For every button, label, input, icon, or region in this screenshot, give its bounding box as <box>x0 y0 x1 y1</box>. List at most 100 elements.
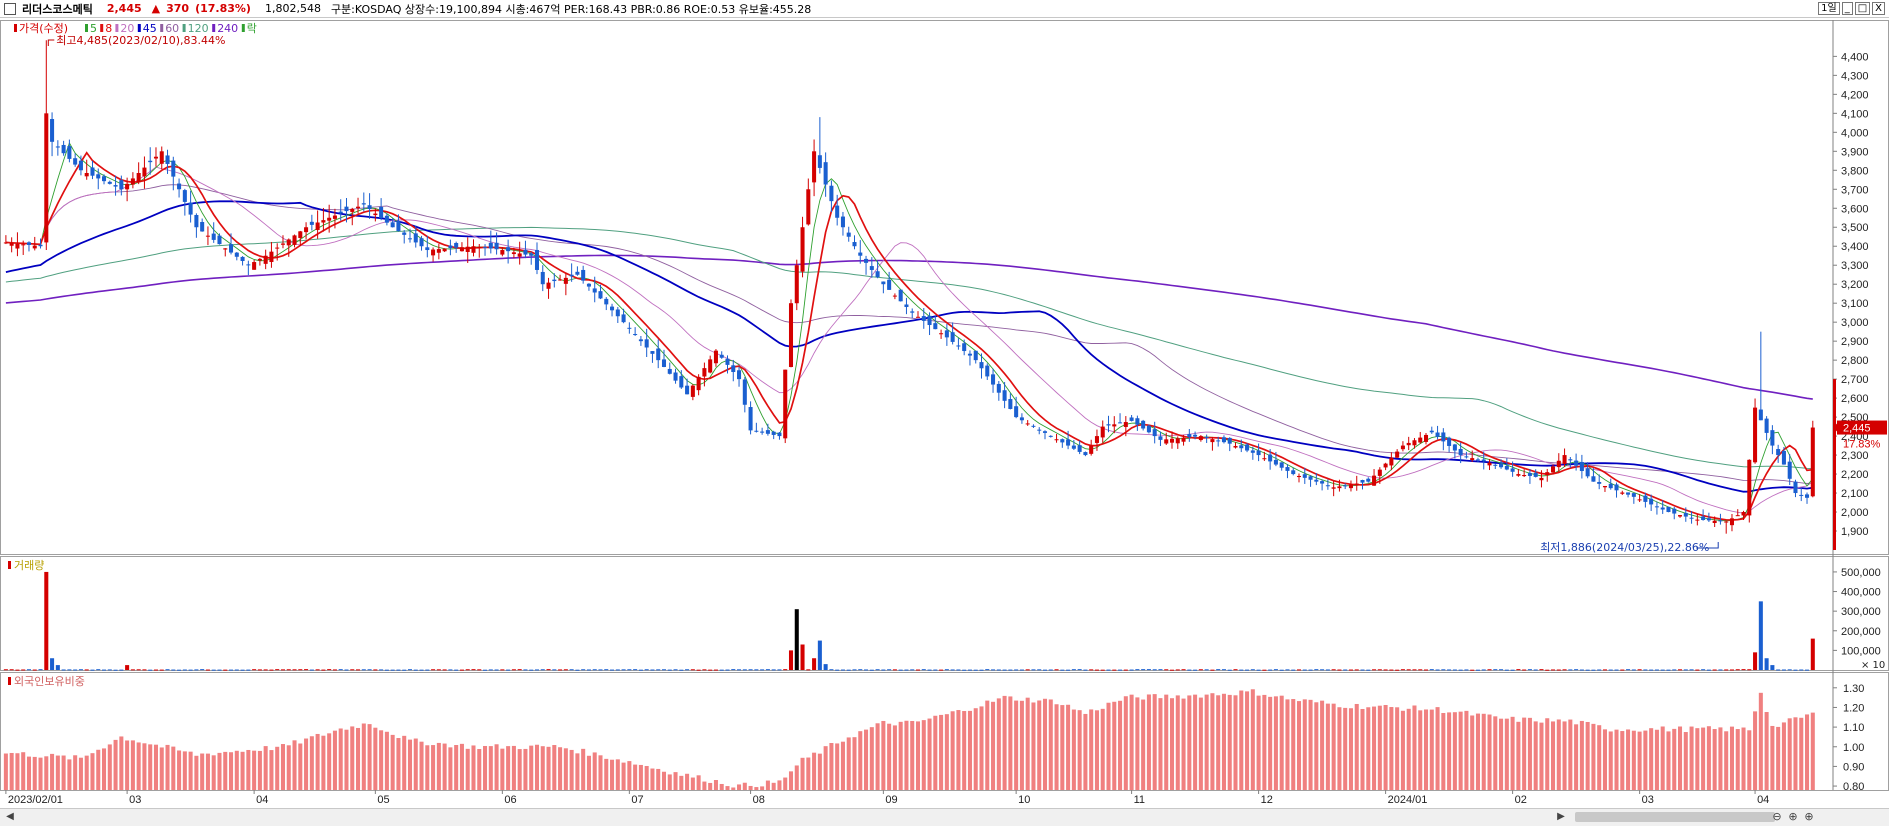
foreign-bar <box>1660 726 1665 790</box>
zoom-in-icon[interactable]: ⊕ <box>1788 810 1798 823</box>
candle-body <box>1216 440 1221 442</box>
candle-body <box>1302 474 1307 478</box>
foreign-bar <box>1712 729 1717 790</box>
volume-bar <box>713 669 718 671</box>
volume-bar <box>1245 669 1250 671</box>
ma5-line <box>5 141 1814 522</box>
volume-bar <box>592 669 597 671</box>
volume-bar <box>90 669 95 671</box>
volume-bar <box>1799 669 1804 671</box>
foreign-bar <box>1366 707 1371 790</box>
candle-body <box>240 256 245 261</box>
candle-body <box>1637 499 1642 501</box>
candle-body <box>1366 478 1371 482</box>
foreign-bar <box>275 746 280 790</box>
x-tick-label: 04 <box>1757 794 1769 806</box>
foreign-bar <box>806 757 811 790</box>
volume-bar <box>1083 669 1088 671</box>
volume-bar <box>1706 669 1711 671</box>
foreign-bar <box>32 756 37 790</box>
foreign-bar <box>1516 721 1521 790</box>
candle-body <box>1389 457 1394 466</box>
scroll-thumb[interactable] <box>1575 812 1775 822</box>
volume-bar <box>1729 669 1734 671</box>
volume-bar <box>407 669 413 671</box>
foreign-bar <box>332 730 337 790</box>
candle-body <box>1031 425 1036 427</box>
foreign-bar <box>356 727 361 790</box>
foreign-bar <box>1787 718 1792 790</box>
foreign-bar <box>1146 694 1151 790</box>
high-arrow-icon <box>47 39 55 46</box>
volume-bar <box>465 669 470 671</box>
legend-label: 락 <box>247 22 257 35</box>
candle-body <box>1268 454 1273 462</box>
foreign-bar <box>1112 701 1117 790</box>
foreign-bar <box>1193 694 1198 790</box>
volume-bar <box>1458 669 1463 671</box>
volume-bar <box>737 669 742 671</box>
close-button[interactable]: X <box>1872 2 1885 15</box>
volume-bar <box>1014 669 1019 671</box>
volume-bar <box>1141 669 1146 671</box>
volume-bar <box>771 669 776 671</box>
volume-bar <box>1793 669 1798 671</box>
candle-body <box>1077 445 1082 452</box>
foreign-bar <box>205 753 210 790</box>
candle-body <box>1187 434 1192 438</box>
candle-body <box>26 242 31 245</box>
candle-body <box>610 306 615 311</box>
foreign-bar <box>702 781 707 790</box>
volume-tick-label: 500,000 <box>1841 567 1881 579</box>
candle-body <box>298 231 303 238</box>
volume-bar <box>298 669 303 671</box>
candle-body <box>719 354 724 358</box>
maximize-button[interactable]: □ <box>1854 2 1871 15</box>
candle-body <box>973 350 978 361</box>
candle-body <box>563 277 568 284</box>
scroll-bar[interactable]: ◀ ▶ ⊖ ⊕ ⊕ <box>0 808 1889 826</box>
volume-bar <box>967 669 972 671</box>
foreign-bar <box>1014 700 1019 790</box>
volume-bar <box>1025 669 1030 671</box>
scroll-right-button[interactable]: ▶ <box>1557 811 1565 822</box>
candle-body <box>384 215 389 223</box>
candlesticks <box>3 40 1815 534</box>
candle-body <box>148 160 153 163</box>
volume-bar <box>679 669 684 671</box>
volume-bar <box>586 669 591 671</box>
foreign-bar <box>765 780 770 790</box>
foreign-bar <box>800 757 805 790</box>
foreign-bar <box>1291 699 1296 790</box>
zoom-fit-icon[interactable]: ⊕ <box>1804 810 1814 823</box>
stock-chart[interactable]: 4,400 4,300 4,200 4,100 4,000 3,900 3,800 3,700… <box>0 18 1889 808</box>
foreign-bar <box>1285 699 1290 790</box>
volume-bar <box>309 669 314 671</box>
foreign-bar <box>471 745 476 790</box>
volume-value: 1,802,548 <box>264 2 321 15</box>
volume-bar <box>361 669 366 671</box>
candle-body <box>823 162 828 185</box>
foreign-bar <box>15 753 20 790</box>
stock-checkbox[interactable] <box>4 2 16 15</box>
foreign-bar <box>1614 729 1619 790</box>
candle-body <box>748 407 753 431</box>
candle-body <box>309 221 314 225</box>
foreign-bar <box>367 724 372 790</box>
volume-bar <box>1337 669 1342 671</box>
period-button[interactable]: 1일 <box>1818 2 1840 15</box>
candle-body <box>967 353 972 356</box>
candle-body <box>1620 492 1625 494</box>
candle-body <box>107 181 112 184</box>
candle-body <box>569 274 574 277</box>
candle-body <box>1042 431 1048 433</box>
volume-bar <box>864 669 869 671</box>
volume-bar <box>962 669 967 671</box>
foreign-bar <box>708 782 713 790</box>
foreign-bar <box>1019 700 1024 790</box>
candle-body <box>939 333 944 335</box>
foreign-tick-label: 1.00 <box>1843 742 1864 754</box>
minimize-button[interactable]: _ <box>1841 2 1853 15</box>
zoom-out-icon[interactable]: ⊖ <box>1772 810 1782 823</box>
scroll-left-button[interactable]: ◀ <box>6 811 14 822</box>
